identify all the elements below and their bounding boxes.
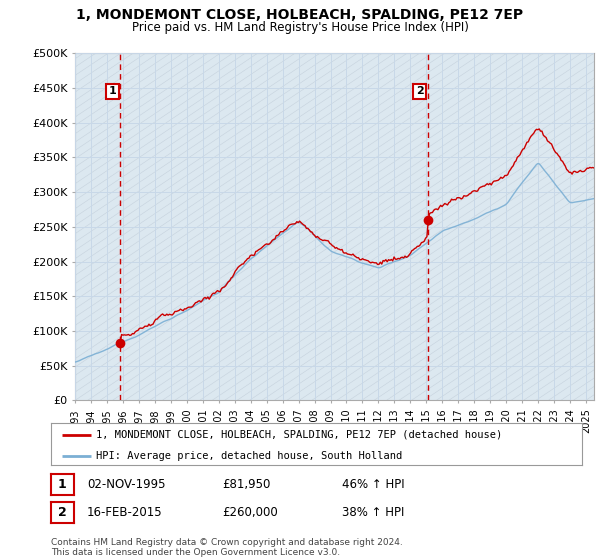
Text: 02-NOV-1995: 02-NOV-1995 [87, 478, 166, 491]
Text: Contains HM Land Registry data © Crown copyright and database right 2024.
This d: Contains HM Land Registry data © Crown c… [51, 538, 403, 557]
Text: £260,000: £260,000 [222, 506, 278, 519]
Text: 38% ↑ HPI: 38% ↑ HPI [342, 506, 404, 519]
Text: 16-FEB-2015: 16-FEB-2015 [87, 506, 163, 519]
Text: Price paid vs. HM Land Registry's House Price Index (HPI): Price paid vs. HM Land Registry's House … [131, 21, 469, 34]
Text: 2: 2 [416, 86, 424, 96]
Text: 1: 1 [109, 86, 116, 96]
Text: 2: 2 [58, 506, 67, 519]
Text: 1, MONDEMONT CLOSE, HOLBEACH, SPALDING, PE12 7EP (detached house): 1, MONDEMONT CLOSE, HOLBEACH, SPALDING, … [96, 430, 502, 440]
Text: £81,950: £81,950 [222, 478, 271, 491]
Text: HPI: Average price, detached house, South Holland: HPI: Average price, detached house, Sout… [96, 451, 403, 460]
Text: 1: 1 [58, 478, 67, 491]
Text: 46% ↑ HPI: 46% ↑ HPI [342, 478, 404, 491]
Text: 1, MONDEMONT CLOSE, HOLBEACH, SPALDING, PE12 7EP: 1, MONDEMONT CLOSE, HOLBEACH, SPALDING, … [76, 8, 524, 22]
